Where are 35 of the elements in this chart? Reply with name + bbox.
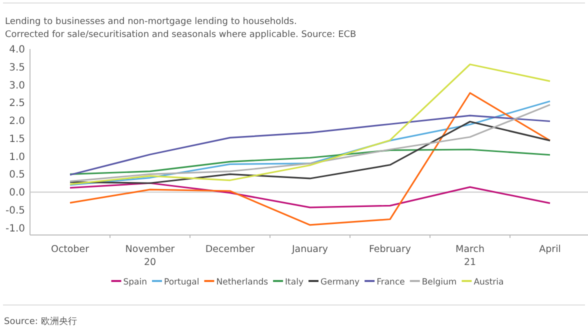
chart-title: Lending to businesses and non-mortgage lending to households. <box>5 17 297 27</box>
x-tick-label: October <box>50 244 90 255</box>
x-tick-label: November 20 <box>125 244 175 268</box>
legend-label: Portugal <box>164 278 200 288</box>
y-tick-label: 1.5 <box>9 134 25 145</box>
line-series <box>69 148 551 175</box>
line-series <box>69 64 551 186</box>
line-series <box>69 114 551 176</box>
legend-label: Austria <box>474 278 504 288</box>
legend-label: France <box>376 278 405 288</box>
x-tick-label: December <box>205 244 255 255</box>
y-tick-label: 2.0 <box>9 116 25 128</box>
legend-label: Belgium <box>422 278 457 288</box>
legend-label: Italy <box>285 278 304 288</box>
line-series <box>69 120 551 184</box>
y-tick-label: 3.0 <box>9 80 25 92</box>
x-tick-label: April <box>539 244 561 255</box>
y-tick-label: 0.0 <box>9 188 25 199</box>
y-tick-label: -1.0 <box>5 223 25 234</box>
legend-label: Spain <box>123 278 148 288</box>
x-tick-label: March 21 <box>456 244 484 268</box>
y-tick-label: 3.5 <box>9 62 25 74</box>
y-tick-label: 4.0 <box>9 44 25 56</box>
y-tick-label: 2.5 <box>9 98 25 110</box>
x-tick-label: January <box>290 244 328 255</box>
chart-subtitle: Corrected for sale/securitisation and seasonals where applicable. Source: ECB <box>5 30 356 40</box>
y-tick-label: 0.5 <box>9 170 25 181</box>
source-note: Source: 欧洲央行 <box>4 316 77 327</box>
y-tick-label: 1.0 <box>9 152 25 163</box>
y-tick-label: -0.5 <box>5 205 25 216</box>
line-series <box>69 92 551 226</box>
line-series <box>69 182 551 208</box>
legend-label: Germany <box>320 278 360 288</box>
x-tick-label: February <box>368 244 412 255</box>
legend-label: Netherlands <box>216 278 269 288</box>
